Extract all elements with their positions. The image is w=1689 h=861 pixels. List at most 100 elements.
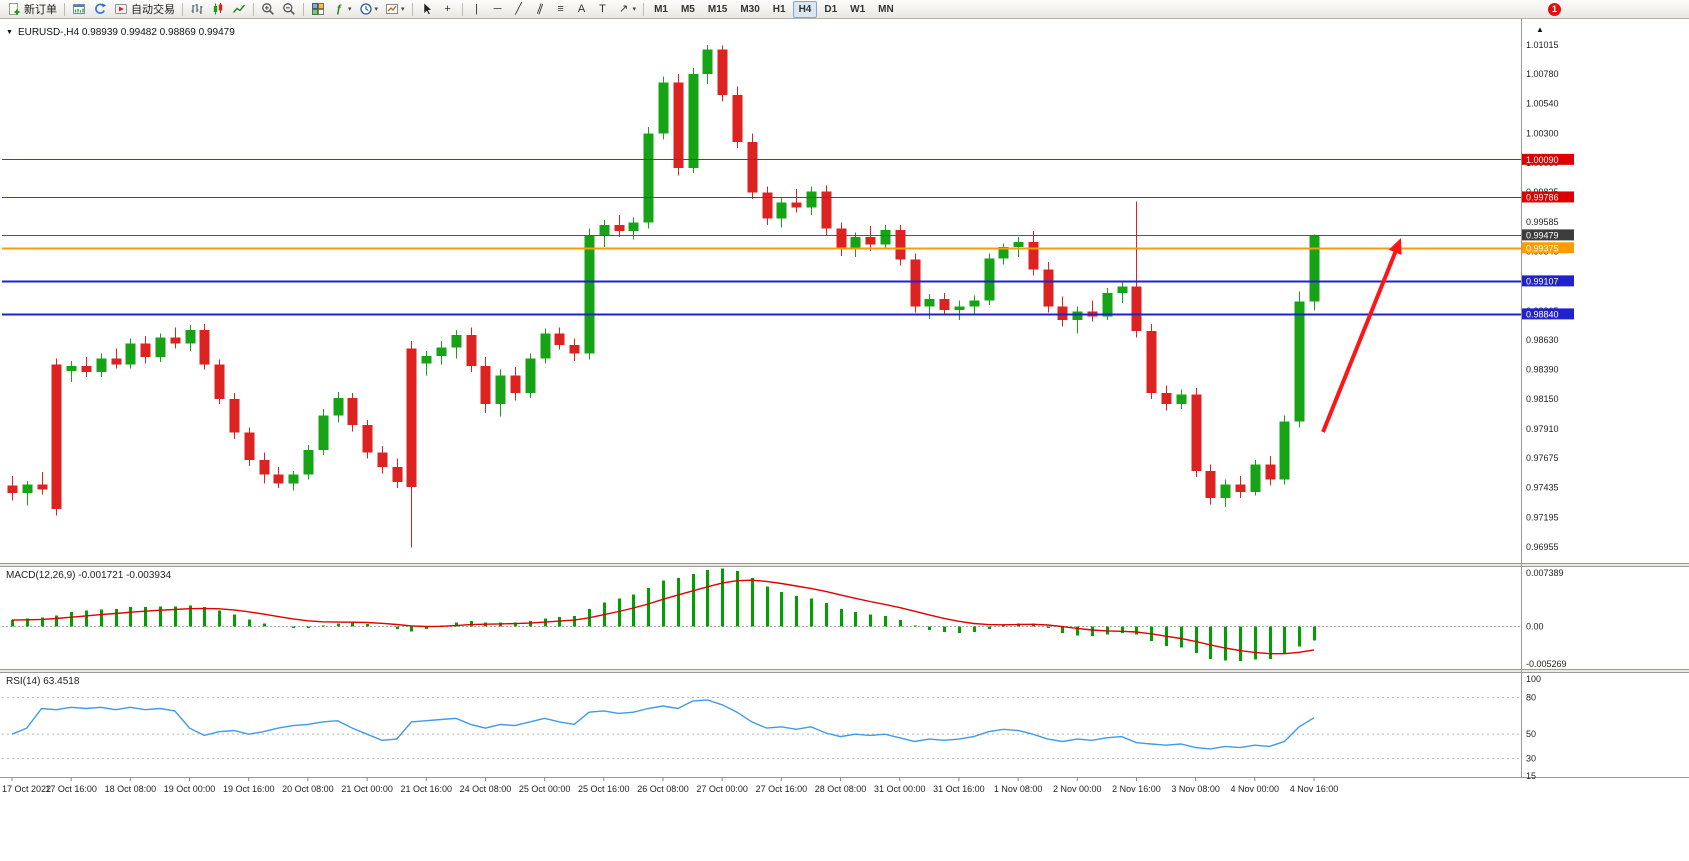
autotrading-label: 自动交易 [131, 4, 175, 16]
toolbar-separator [303, 2, 304, 16]
trendline-icon: ╱ [515, 3, 522, 15]
refresh-button[interactable] [90, 1, 110, 17]
candlesticks [7, 45, 1320, 548]
trendline-tool-button[interactable]: ╱ [509, 1, 529, 17]
svg-text:27 Oct 00:00: 27 Oct 00:00 [696, 784, 748, 794]
chart-menu-arrow-icon[interactable]: ▼ [6, 29, 13, 36]
price-label-0.99479 [1522, 229, 1574, 241]
chart-bars-button[interactable] [187, 1, 207, 17]
indicators-icon: ƒ [335, 3, 343, 15]
zoom-in-icon [262, 3, 274, 15]
new-order-icon [9, 3, 20, 15]
timeframe-d1[interactable]: D1 [824, 3, 838, 15]
candlestick-chart-icon [213, 3, 223, 15]
chart-corner-arrow-icon[interactable]: ▲ [1536, 25, 1544, 34]
horizontal-lines [2, 159, 1521, 316]
zoom-out-icon [283, 3, 295, 15]
chart-window-button[interactable] [69, 1, 89, 17]
autotrading-icon [115, 4, 127, 14]
periods-button[interactable]: ▾ [356, 1, 382, 17]
zoom-out-button[interactable] [279, 1, 299, 17]
svg-text:15: 15 [1526, 771, 1536, 781]
svg-text:27 Oct 16:00: 27 Oct 16:00 [756, 784, 808, 794]
timeframe-m1[interactable]: M1 [654, 3, 668, 15]
timeframe-mn[interactable]: MN [878, 3, 894, 15]
timeframe-m15[interactable]: M15 [707, 3, 728, 15]
template-icon [386, 4, 399, 14]
timeframe-h1[interactable]: H1 [772, 3, 786, 15]
fibonacci-tool-button[interactable]: ≡ [551, 1, 571, 17]
svg-text:19 Oct 16:00: 19 Oct 16:00 [223, 784, 275, 794]
main-toolbar: 新订单 自动交易 [0, 0, 1689, 19]
timeframe-h4[interactable]: H4 [792, 0, 818, 18]
svg-text:4 Nov 00:00: 4 Nov 00:00 [1231, 784, 1280, 794]
vline-tool-button[interactable]: | [467, 1, 487, 17]
macd-histogram [11, 568, 1316, 662]
price-label-0.99375 [1522, 242, 1574, 254]
svg-text:1.01015: 1.01015 [1526, 40, 1559, 50]
text-tool-button[interactable]: A [572, 1, 592, 17]
svg-text:26 Oct 08:00: 26 Oct 08:00 [637, 784, 689, 794]
svg-text:25 Oct 00:00: 25 Oct 00:00 [519, 784, 571, 794]
text-tool-icon: A [577, 3, 586, 15]
toolbar-separator [64, 2, 65, 16]
chevron-down-icon: ▾ [632, 6, 637, 13]
trend-arrow[interactable] [1321, 244, 1400, 433]
svg-text:0.98150: 0.98150 [1526, 394, 1559, 404]
tile-windows-button[interactable] [308, 1, 328, 17]
chart-window: 1.010151.007801.005401.003001.000600.998… [0, 19, 1689, 861]
rsi-label: RSI(14) 63.4518 [6, 676, 80, 687]
label-tool-icon: T [599, 3, 606, 15]
indicators-button[interactable]: ƒ ▾ [329, 1, 355, 17]
timeframe-m30[interactable]: M30 [740, 3, 760, 15]
svg-text:80: 80 [1526, 692, 1536, 702]
notification-badge[interactable]: 1 [1548, 2, 1561, 16]
timeframe-m5[interactable]: M5 [680, 3, 695, 15]
arrows-tool-button[interactable]: ↗ ▾ [614, 1, 640, 17]
timeframe-w1[interactable]: W1 [850, 3, 866, 15]
templates-button[interactable]: ▾ [382, 1, 408, 17]
chart-canvas[interactable]: 1.010151.007801.005401.003001.000600.998… [0, 19, 1689, 861]
chart-candles-button[interactable] [208, 1, 228, 17]
svg-text:0.98630: 0.98630 [1526, 335, 1559, 345]
channel-tool-button[interactable]: ∥ [530, 1, 550, 17]
svg-text:50: 50 [1526, 729, 1536, 739]
fibonacci-icon: ≡ [557, 3, 564, 15]
bar-chart-icon [191, 4, 203, 14]
svg-text:19 Oct 00:00: 19 Oct 00:00 [164, 784, 216, 794]
svg-text:0.97435: 0.97435 [1526, 483, 1559, 493]
chevron-down-icon: ▾ [401, 6, 405, 13]
new-order-button[interactable]: 新订单 [4, 1, 60, 17]
svg-text:0.99107: 0.99107 [1526, 276, 1559, 286]
chart-line-button[interactable] [229, 1, 249, 17]
hline-tool-button[interactable]: ─ [488, 1, 508, 17]
svg-text:20 Oct 08:00: 20 Oct 08:00 [282, 784, 334, 794]
svg-text:17 Oct 16:00: 17 Oct 16:00 [45, 784, 97, 794]
svg-text:1.00300: 1.00300 [1526, 128, 1559, 138]
zoom-in-button[interactable] [258, 1, 278, 17]
svg-text:1.00540: 1.00540 [1526, 99, 1559, 109]
autotrading-button[interactable]: 自动交易 [111, 1, 178, 17]
svg-text:1.00090: 1.00090 [1526, 155, 1559, 165]
vertical-line-icon: | [475, 3, 478, 15]
svg-text:0.00: 0.00 [1526, 622, 1544, 632]
cursor-button[interactable] [417, 1, 437, 17]
toolbar-separator [411, 2, 413, 16]
svg-text:30: 30 [1526, 754, 1536, 764]
toolbar-separator [182, 2, 183, 16]
toolbar-separator [461, 2, 463, 16]
symbol-ohlc-text: EURUSD-,H4 0.98939 0.99482 0.98869 0.994… [17, 27, 235, 38]
svg-text:31 Oct 00:00: 31 Oct 00:00 [874, 784, 926, 794]
crosshair-button[interactable]: + [438, 1, 458, 17]
svg-text:1 Nov 08:00: 1 Nov 08:00 [994, 784, 1043, 794]
svg-text:17 Oct 2022: 17 Oct 2022 [2, 784, 51, 794]
trend-arrow-head[interactable] [1388, 238, 1402, 255]
refresh-icon [95, 3, 107, 14]
svg-text:0.97675: 0.97675 [1526, 453, 1559, 463]
label-tool-button[interactable]: T [593, 1, 613, 17]
svg-text:18 Oct 08:00: 18 Oct 08:00 [105, 784, 157, 794]
svg-text:1.00780: 1.00780 [1526, 69, 1559, 79]
svg-text:0.007389: 0.007389 [1526, 568, 1564, 578]
chart-window-icon [73, 4, 85, 14]
